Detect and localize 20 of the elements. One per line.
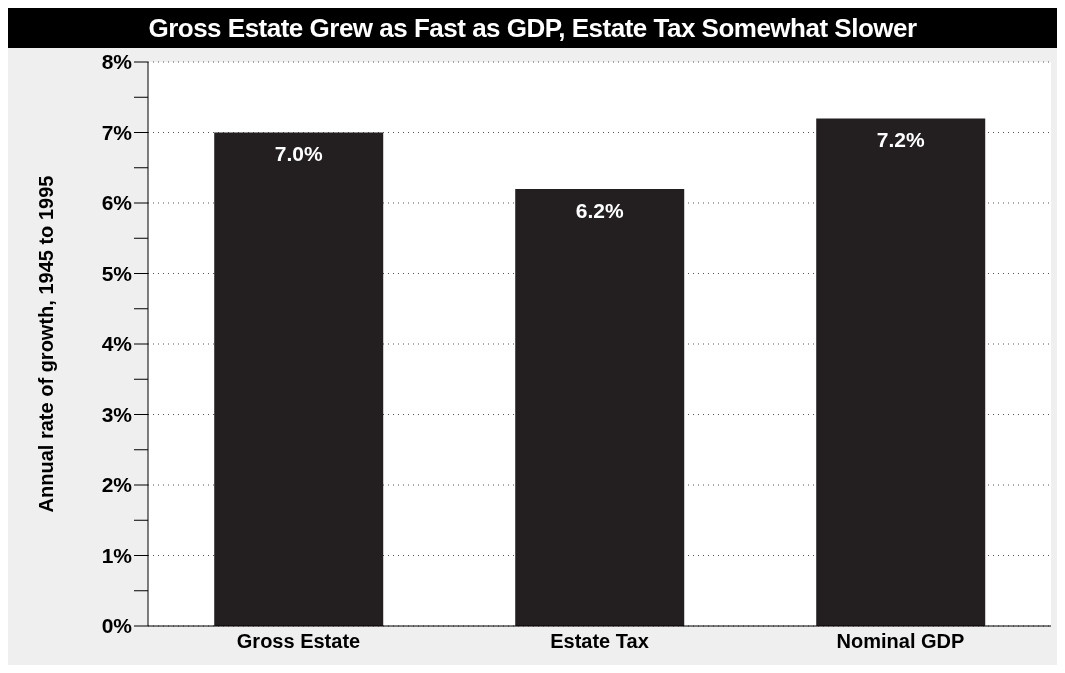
y-tick-label: 0%: [101, 614, 133, 638]
y-tick-label: 6%: [101, 191, 133, 215]
bar: [816, 118, 986, 626]
data-label: 7.0%: [274, 142, 323, 166]
y-tick-label: 3%: [101, 402, 133, 426]
x-tick-label: Estate Tax: [550, 630, 649, 653]
data-label: 7.2%: [876, 128, 925, 152]
data-label: 6.2%: [575, 198, 624, 222]
y-tick-label: 1%: [101, 543, 133, 567]
x-tick-label: Gross Estate: [236, 630, 361, 653]
y-tick-label: 8%: [101, 50, 133, 74]
y-tick-label: 5%: [101, 261, 133, 285]
y-tick-label: 2%: [101, 473, 133, 497]
x-tick-label: Nominal GDP: [836, 630, 965, 653]
y-axis-title: Annual rate of growth, 1945 to 1995: [35, 175, 58, 513]
bar: [214, 132, 384, 626]
y-tick-label: 7%: [101, 120, 133, 144]
bar: [515, 188, 685, 626]
y-tick-label: 4%: [101, 332, 133, 356]
chart-title: Gross Estate Grew as Fast as GDP, Estate Tax Somewhat Slower: [8, 8, 1057, 48]
